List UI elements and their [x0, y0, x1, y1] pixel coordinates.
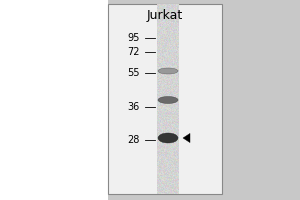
Bar [0, 0, 108, 200]
Ellipse shape [158, 97, 178, 104]
Ellipse shape [158, 68, 178, 74]
Text: Jurkat: Jurkat [147, 9, 183, 22]
Text: 72: 72 [128, 47, 140, 57]
Text: 95: 95 [128, 33, 140, 43]
Text: 28: 28 [128, 135, 140, 145]
Text: 36: 36 [128, 102, 140, 112]
Text: 55: 55 [128, 68, 140, 78]
Polygon shape [183, 133, 190, 143]
Bar [108, 4, 222, 194]
Ellipse shape [158, 133, 178, 143]
